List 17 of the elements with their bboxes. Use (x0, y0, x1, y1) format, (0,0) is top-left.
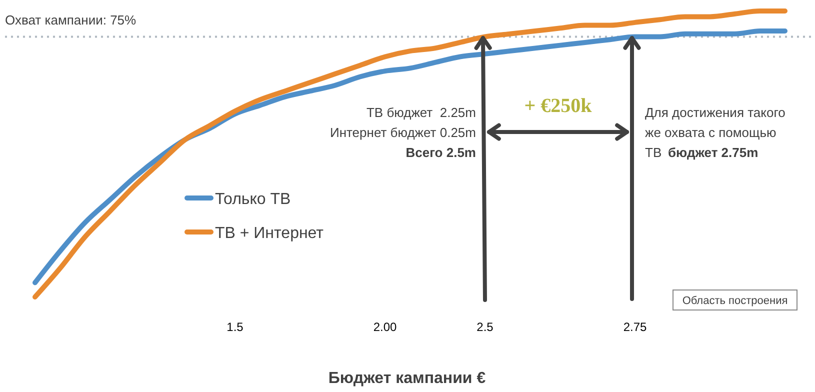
x-tick-label: 2.75 (623, 320, 647, 334)
annotation: Область построения (682, 295, 788, 307)
annotation: бюджет 2.75m (668, 145, 758, 160)
annotation: Интернет бюджет 0.25m (330, 125, 476, 140)
x-tick-label: 2.5 (476, 320, 494, 334)
x-tick-label: 1.5 (226, 320, 244, 334)
legend-label: Только ТВ (215, 191, 291, 208)
annotation: Для достижения такого (645, 105, 786, 120)
annotation: Охват кампании: 75% (5, 12, 137, 28)
annotation: Всего 2.5m (406, 145, 476, 160)
annotation: + €250k (524, 95, 593, 117)
legend-label: ТВ + Интернет (215, 225, 324, 242)
annotation: ТВ (645, 145, 662, 160)
annotation: ТВ бюджет 2.25m (366, 105, 476, 120)
annotation: же охвата с помощью (645, 125, 776, 140)
x-tick-label: 2.00 (373, 320, 397, 334)
x-axis-title: Бюджет кампании € (328, 370, 486, 387)
